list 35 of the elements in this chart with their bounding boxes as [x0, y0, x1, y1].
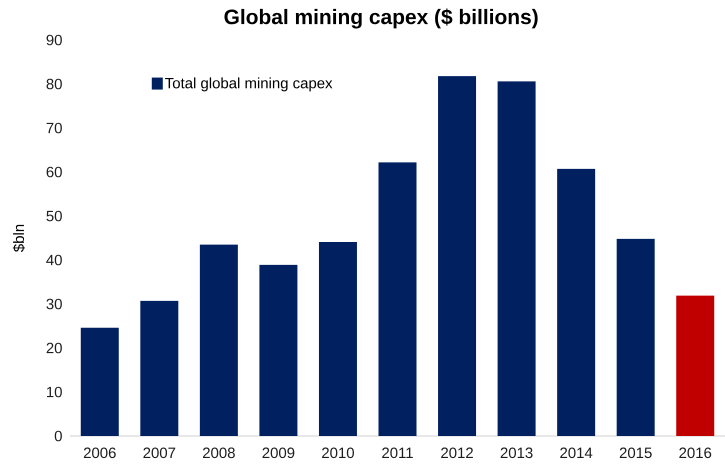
y-tick-label: 60: [46, 166, 62, 178]
y-tick-label: 30: [46, 298, 62, 310]
x-tick-label: 2011: [382, 448, 413, 458]
bar: [498, 81, 536, 436]
bar: [557, 168, 596, 436]
bar: [80, 328, 119, 436]
bar: [140, 300, 178, 436]
bar: [438, 76, 476, 436]
bar: [200, 244, 238, 436]
x-tick-label: 2010: [322, 448, 354, 458]
x-tick-label: 2014: [560, 448, 592, 458]
y-tick-label: 20: [46, 342, 62, 354]
x-tick-label: 2015: [620, 448, 652, 458]
x-tick-label: 2006: [84, 448, 116, 458]
y-tick-label: 50: [46, 210, 62, 222]
x-tick-label: 2012: [441, 448, 473, 458]
x-tick-label: 2016: [679, 448, 712, 458]
y-tick-label: 70: [46, 122, 62, 134]
bar: [378, 162, 417, 436]
x-tick-label: 2008: [202, 448, 235, 458]
x-tick-label: 2009: [262, 448, 294, 458]
y-tick-label: 80: [46, 78, 62, 90]
bar: [259, 264, 298, 436]
y-axis-title: $bln: [12, 224, 25, 252]
y-tick-label: 10: [47, 386, 62, 398]
x-tick-label: 2007: [143, 448, 176, 458]
y-tick-label: 0: [54, 430, 62, 442]
bar: [676, 296, 714, 436]
chart-title: Global mining capex ($ billions): [224, 8, 538, 29]
legend-label: Total global mining capex: [165, 77, 332, 92]
y-tick-label: 40: [46, 254, 62, 266]
x-tick-label: 2013: [500, 448, 533, 458]
bar: [318, 242, 357, 436]
bar: [616, 238, 655, 436]
y-tick-label: 90: [46, 34, 62, 46]
